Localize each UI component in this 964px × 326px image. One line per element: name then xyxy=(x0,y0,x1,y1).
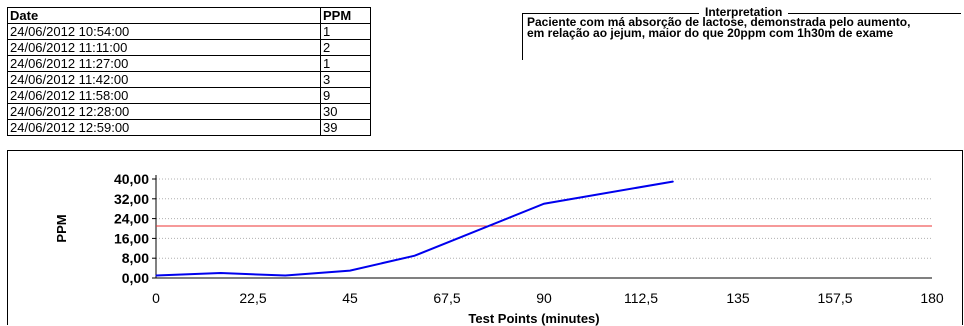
ppm-data-table: Date PPM 24/06/2012 10:54:00 1 24/06/201… xyxy=(7,7,371,136)
y-tick-label: 24,00 xyxy=(114,211,149,227)
ppm-cell: 30 xyxy=(320,103,371,120)
ppm-line-chart: 0,00 8,00 16,00 24,00 32,00 40,00 0 22,5 45 67,5… xyxy=(54,171,944,326)
y-tick-label: 32,00 xyxy=(114,191,149,207)
date-cell: 24/06/2012 11:58:00 xyxy=(7,87,321,104)
table-row: 24/06/2012 12:28:00 30 xyxy=(7,103,371,120)
x-tick-label: 22,5 xyxy=(239,290,266,306)
table-row: 24/06/2012 11:58:00 9 xyxy=(7,87,371,104)
data-points xyxy=(155,180,674,277)
date-cell: 24/06/2012 11:42:00 xyxy=(7,71,321,88)
ppm-cell: 9 xyxy=(320,87,371,104)
table-row: 24/06/2012 11:27:00 1 xyxy=(7,55,371,72)
x-tick-label: 0 xyxy=(152,290,160,306)
column-header-ppm: PPM xyxy=(320,7,371,24)
series-line xyxy=(155,180,674,277)
y-tick-label: 40,00 xyxy=(114,171,149,187)
ppm-cell: 3 xyxy=(320,71,371,88)
y-tick-label: 16,00 xyxy=(114,230,149,246)
column-header-date: Date xyxy=(7,7,321,24)
x-axis-title: Test Points (minutes) xyxy=(468,311,599,326)
interpretation-title: Interpretation xyxy=(699,5,789,19)
date-cell: 24/06/2012 11:27:00 xyxy=(7,55,321,72)
data-point xyxy=(543,203,545,205)
table-row: 24/06/2012 12:59:00 39 xyxy=(7,119,371,136)
data-point xyxy=(155,275,157,277)
interpretation-text: Paciente com má absorção de lactose, dem… xyxy=(527,15,911,40)
date-cell: 24/06/2012 12:28:00 xyxy=(7,103,321,120)
table-row: 24/06/2012 11:11:00 2 xyxy=(7,39,371,56)
data-point xyxy=(220,272,222,274)
ppm-cell: 2 xyxy=(320,39,371,56)
y-tick-label: 0,00 xyxy=(122,270,149,286)
y-axis-title: PPM xyxy=(54,214,69,242)
x-tick-label: 157,5 xyxy=(817,290,852,306)
x-tick-label: 135 xyxy=(726,290,750,306)
grid-lines xyxy=(156,178,932,279)
interpretation-box: Interpretation Paciente com má absorção … xyxy=(522,5,961,60)
data-point xyxy=(672,180,674,182)
x-axis-ticks: 0 22,5 45 67,5 90 112,5 135 157,5 180 xyxy=(152,290,944,306)
x-tick-label: 112,5 xyxy=(624,290,658,306)
data-point xyxy=(284,275,286,277)
x-tick-label: 45 xyxy=(342,290,358,306)
y-axis-ticks: 0,00 8,00 16,00 24,00 32,00 40,00 xyxy=(114,171,156,286)
date-cell: 24/06/2012 10:54:00 xyxy=(7,23,321,40)
data-point xyxy=(349,270,351,272)
x-tick-label: 90 xyxy=(536,290,552,306)
x-tick-label: 67,5 xyxy=(433,290,460,306)
data-point xyxy=(414,255,416,257)
table-row: 24/06/2012 10:54:00 1 xyxy=(7,23,371,40)
y-tick-label: 8,00 xyxy=(122,250,149,266)
date-cell: 24/06/2012 11:11:00 xyxy=(7,39,321,56)
table-row: 24/06/2012 11:42:00 3 xyxy=(7,71,371,88)
chart-panel: 0,00 8,00 16,00 24,00 32,00 40,00 0 22,5 45 67,5… xyxy=(7,150,963,326)
ppm-cell: 1 xyxy=(320,55,371,72)
table-header-row: Date PPM xyxy=(7,7,371,24)
date-cell: 24/06/2012 12:59:00 xyxy=(7,119,321,136)
x-tick-label: 180 xyxy=(920,290,944,306)
ppm-cell: 39 xyxy=(320,119,371,136)
ppm-cell: 1 xyxy=(320,23,371,40)
